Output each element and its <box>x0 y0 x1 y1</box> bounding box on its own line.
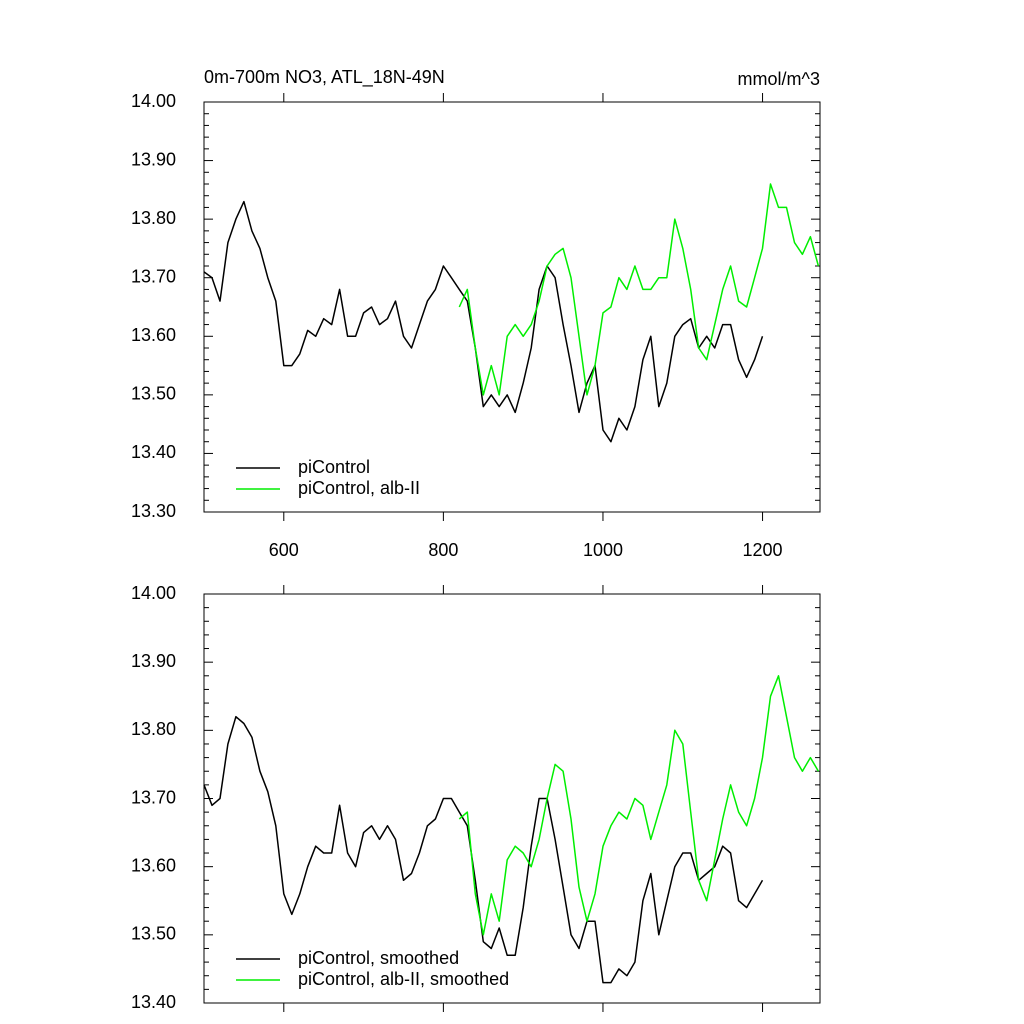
legend-label: piControl, alb-II <box>298 478 420 498</box>
y-tick-label: 13.70 <box>131 787 176 807</box>
y-tick-label: 13.30 <box>131 501 176 521</box>
series-line <box>203 715 764 984</box>
y-tick-label: 13.70 <box>131 266 176 286</box>
y-tick-label: 13.90 <box>131 651 176 671</box>
chart-title: 0m-700m NO3, ATL_18N-49N <box>204 67 445 88</box>
y-tick-label: 13.60 <box>131 325 176 345</box>
plot-frame <box>203 101 821 513</box>
y-tick-label: 13.60 <box>131 855 176 875</box>
units-label: mmol/m^3 <box>738 69 820 89</box>
x-tick-label: 600 <box>269 540 299 560</box>
y-tick-label: 13.50 <box>131 384 176 404</box>
y-tick-label: 14.00 <box>131 91 176 111</box>
y-tick-label: 13.40 <box>131 442 176 462</box>
y-tick-label: 13.40 <box>131 992 176 1012</box>
x-tick-label: 800 <box>428 540 458 560</box>
legend-label: piControl <box>298 457 370 477</box>
y-tick-label: 13.50 <box>131 924 176 944</box>
legend-label: piControl, alb-II, smoothed <box>298 969 509 989</box>
series-line <box>458 183 820 396</box>
x-tick-label: 1200 <box>743 540 783 560</box>
y-tick-label: 13.80 <box>131 719 176 739</box>
y-tick-label: 14.00 <box>131 583 176 603</box>
y-tick-label: 13.90 <box>131 149 176 169</box>
x-tick-label: 1000 <box>583 540 623 560</box>
series-line <box>203 200 764 443</box>
y-tick-label: 13.80 <box>131 208 176 228</box>
legend-label: piControl, smoothed <box>298 948 459 968</box>
series-line <box>458 675 820 936</box>
